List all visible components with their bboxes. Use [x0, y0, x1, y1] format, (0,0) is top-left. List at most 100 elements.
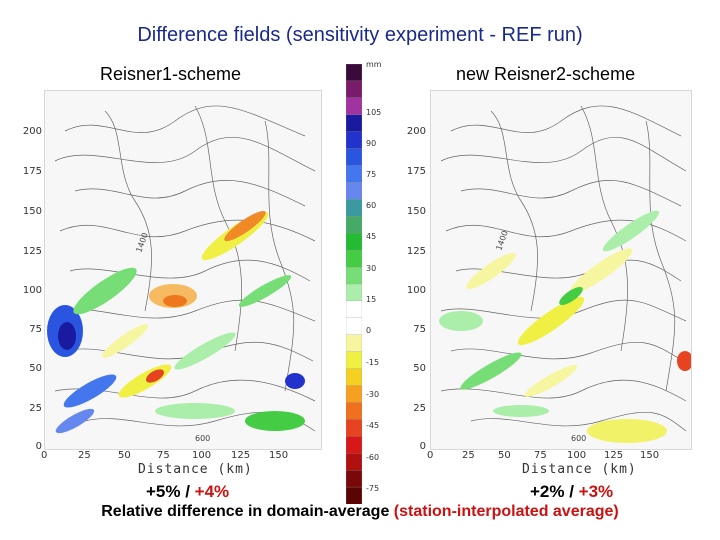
colorbar-label: -45	[366, 421, 380, 430]
colorbar-swatch	[345, 317, 363, 336]
left-x-tick: 50	[118, 450, 131, 461]
colorbar-swatch	[345, 80, 363, 99]
right-map: 1400 600	[439, 105, 693, 443]
right-y-tick: 125	[406, 246, 426, 257]
colorbar-swatch	[345, 165, 363, 184]
left-x-tick: 100	[192, 450, 212, 461]
colorbar-swatch	[345, 486, 363, 505]
right-y-tick: 75	[413, 324, 426, 335]
right-x-tick: 50	[498, 450, 511, 461]
right-stat: +2% / +3%	[530, 482, 613, 502]
right-contour-label-600: 600	[571, 434, 586, 443]
right-x-axis: 0 25 50 75 100 125 150	[427, 450, 690, 464]
right-y-tick: 175	[406, 166, 426, 177]
right-stat-model: +2%	[530, 482, 565, 501]
left-panel-subtitle: Reisner1-scheme	[100, 64, 242, 84]
difference-field	[439, 210, 693, 443]
left-y-tick: 25	[29, 403, 42, 414]
colorbar-swatch	[345, 97, 363, 116]
right-x-tick: 150	[640, 450, 660, 461]
colorbar-swatches	[345, 63, 363, 505]
right-y-tick: 100	[406, 285, 426, 296]
colorbar-label: 75	[366, 170, 377, 179]
colorbar-swatch	[345, 334, 363, 353]
colorbar-swatch	[345, 216, 363, 234]
colorbar-label: 60	[366, 201, 377, 210]
colorbar-swatch	[345, 114, 363, 133]
left-x-tick: 0	[41, 450, 48, 461]
colorbar-swatch	[345, 385, 363, 404]
left-y-tick: 75	[29, 324, 42, 335]
left-x-tick: 25	[78, 450, 91, 461]
colorbar-label: 45	[366, 232, 377, 241]
right-y-tick: 50	[413, 363, 426, 374]
left-panel-plot: 1400 600	[44, 90, 322, 450]
right-stat-station: +3%	[578, 482, 614, 501]
colorbar-swatch	[345, 368, 363, 387]
left-x-tick: 125	[231, 450, 251, 461]
left-y-axis: 200 175 150 125 100 75 50 25 0	[14, 90, 42, 452]
page-title: Difference fields (sensitivity experimen…	[137, 24, 583, 46]
left-y-tick: 125	[22, 246, 42, 257]
colorbar-label: 90	[366, 139, 377, 148]
left-y-tick: 50	[29, 363, 42, 374]
colorbar-swatch	[345, 469, 363, 488]
colorbar-swatch	[345, 283, 363, 302]
colorbar-swatch	[345, 300, 363, 319]
right-contour-label-1400: 1400	[494, 229, 509, 251]
colorbar-label: 15	[366, 295, 377, 304]
colorbar-label: -30	[366, 390, 380, 399]
left-x-axis: 0 25 50 75 100 125 150	[41, 450, 320, 464]
terrain-contours	[440, 105, 687, 432]
colorbar-label: 30	[366, 264, 377, 273]
right-x-tick: 100	[567, 450, 587, 461]
colorbar-swatch	[345, 182, 363, 201]
colorbar-swatch	[345, 266, 363, 285]
colorbar-swatch	[345, 402, 363, 421]
difference-field	[47, 210, 305, 434]
colorbar-swatch	[345, 419, 363, 437]
colorbar-swatch	[345, 233, 363, 251]
colorbar-swatch	[345, 453, 363, 471]
left-x-tick: 75	[157, 450, 170, 461]
left-map: 1400 600	[47, 105, 316, 443]
colorbar-swatch	[345, 436, 363, 454]
left-stat-model: +5%	[146, 482, 181, 501]
left-contour-label-600: 600	[195, 434, 210, 443]
left-stat-separator: /	[180, 482, 195, 501]
colorbar-swatch	[345, 199, 363, 217]
right-y-tick: 200	[406, 126, 426, 137]
colorbar-swatch	[345, 351, 363, 370]
right-x-tick: 25	[462, 450, 475, 461]
left-y-tick: 150	[22, 206, 42, 217]
right-x-tick: 125	[604, 450, 624, 461]
right-panel-subtitle: new Reisner2-scheme	[456, 64, 636, 84]
footer-caption: Relative difference in domain-average (s…	[0, 503, 720, 521]
colorbar-swatch	[345, 148, 363, 167]
left-y-tick: 200	[22, 126, 42, 137]
colorbar-label: -15	[366, 358, 380, 367]
footer-prefix: Relative difference in domain-average	[101, 503, 394, 520]
left-y-tick: 100	[22, 285, 42, 296]
left-x-axis-label: Distance (km)	[138, 462, 253, 477]
colorbar-label: 0	[366, 326, 372, 335]
footer-highlight: (station-interpolated average)	[393, 503, 619, 520]
colorbar-swatch	[345, 249, 363, 268]
colorbar-label: -75	[366, 484, 380, 493]
left-y-tick: 175	[22, 166, 42, 177]
terrain-contours	[54, 105, 316, 432]
right-stat-separator: /	[564, 482, 579, 501]
right-y-tick: 0	[419, 441, 426, 452]
right-panel-plot: 1400 600	[430, 90, 693, 450]
colorbar-label: 105	[366, 108, 382, 117]
right-y-tick: 25	[413, 403, 426, 414]
left-stat: +5% / +4%	[146, 482, 229, 502]
right-y-axis: 200 175 150 125 100 75 50 25 0	[398, 90, 426, 452]
right-x-tick: 0	[427, 450, 434, 461]
colorbar-swatch	[345, 63, 363, 82]
right-x-tick: 75	[534, 450, 547, 461]
left-y-tick: 0	[35, 441, 42, 452]
colorbar-unit: mm	[366, 60, 382, 69]
colorbar	[345, 63, 363, 505]
colorbar-labels: mm 105 90 75 60 45 30 15 0 -15 -30 -45 -…	[366, 60, 396, 500]
